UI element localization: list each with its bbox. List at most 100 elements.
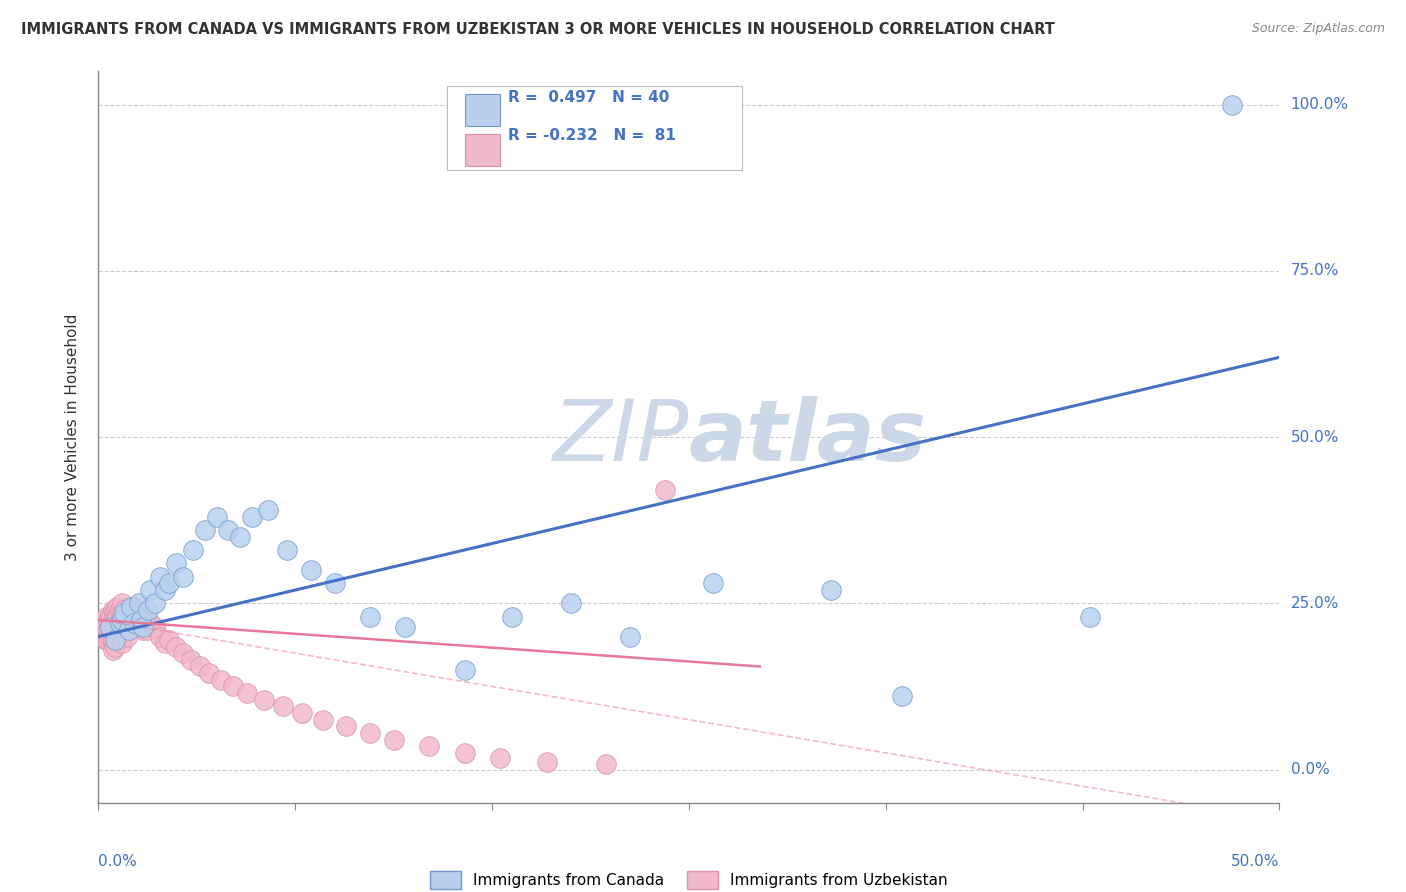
Point — [118, 623, 141, 637]
Point — [253, 692, 276, 706]
Point — [101, 613, 124, 627]
Point — [118, 619, 141, 633]
Point — [101, 643, 124, 657]
Point — [149, 630, 172, 644]
Point — [111, 636, 134, 650]
Point — [104, 603, 127, 617]
Point — [136, 603, 159, 617]
Point — [101, 632, 124, 647]
Point — [105, 609, 128, 624]
Point — [394, 619, 416, 633]
Text: 0.0%: 0.0% — [1291, 762, 1329, 777]
Point — [108, 613, 131, 627]
Point — [129, 613, 152, 627]
Point — [94, 632, 117, 647]
Point — [121, 613, 143, 627]
Point — [128, 596, 150, 610]
Point — [108, 616, 131, 631]
Point — [172, 646, 194, 660]
Point — [536, 755, 558, 769]
Point — [222, 680, 245, 694]
Point — [105, 599, 128, 614]
Text: 75.0%: 75.0% — [1291, 263, 1339, 278]
Point — [90, 623, 112, 637]
Point — [240, 509, 263, 524]
Point — [188, 659, 211, 673]
Point — [98, 630, 121, 644]
Point — [702, 576, 724, 591]
Point — [128, 619, 150, 633]
Point — [359, 726, 381, 740]
Point — [312, 713, 335, 727]
Point — [654, 483, 676, 498]
Point — [112, 607, 135, 621]
Point — [98, 619, 121, 633]
Text: ZIP: ZIP — [553, 395, 689, 479]
Point — [101, 603, 124, 617]
Point — [90, 619, 112, 633]
Point — [139, 616, 162, 631]
Text: atlas: atlas — [689, 395, 927, 479]
Point — [118, 609, 141, 624]
Point — [299, 563, 322, 577]
Point — [122, 599, 145, 614]
Point — [111, 616, 134, 631]
Point — [209, 673, 232, 687]
Point — [97, 613, 120, 627]
Point — [501, 609, 523, 624]
Point — [890, 690, 912, 704]
Legend: Immigrants from Canada, Immigrants from Uzbekistan: Immigrants from Canada, Immigrants from … — [425, 865, 953, 892]
Text: Source: ZipAtlas.com: Source: ZipAtlas.com — [1251, 22, 1385, 36]
Point — [619, 630, 641, 644]
Point — [90, 616, 112, 631]
Point — [194, 523, 217, 537]
Point — [104, 630, 127, 644]
Point — [94, 609, 117, 624]
Point — [132, 623, 155, 637]
Point — [229, 530, 252, 544]
Point — [108, 603, 131, 617]
Point — [271, 699, 294, 714]
Point — [98, 609, 121, 624]
Point — [217, 523, 239, 537]
Point — [323, 576, 346, 591]
Point — [257, 503, 280, 517]
Point — [94, 619, 117, 633]
Point — [104, 640, 127, 654]
Point — [382, 732, 405, 747]
Point — [101, 623, 124, 637]
Point — [121, 599, 143, 614]
Point — [198, 666, 221, 681]
Point — [91, 630, 114, 644]
Text: R = -0.232   N =  81: R = -0.232 N = 81 — [509, 128, 676, 143]
Text: R =  0.497   N = 40: R = 0.497 N = 40 — [509, 90, 669, 105]
Point — [139, 582, 162, 597]
Text: 100.0%: 100.0% — [1291, 97, 1348, 112]
Point — [122, 616, 145, 631]
Text: 50.0%: 50.0% — [1291, 430, 1339, 444]
Point — [115, 619, 138, 633]
Point — [112, 613, 135, 627]
Point — [157, 576, 180, 591]
Point — [105, 619, 128, 633]
Y-axis label: 3 or more Vehicles in Household: 3 or more Vehicles in Household — [65, 313, 80, 561]
Point — [236, 686, 259, 700]
Point — [453, 746, 475, 760]
Point — [172, 570, 194, 584]
Point — [91, 619, 114, 633]
Point — [205, 509, 228, 524]
Point — [276, 543, 298, 558]
Point — [453, 663, 475, 677]
Point — [153, 582, 176, 597]
Point — [489, 750, 512, 764]
Point — [94, 626, 117, 640]
Point — [111, 596, 134, 610]
Point — [132, 619, 155, 633]
Point — [111, 626, 134, 640]
Point — [335, 719, 357, 733]
Point — [165, 640, 187, 654]
Point — [97, 623, 120, 637]
Point — [153, 636, 176, 650]
Point — [418, 739, 440, 754]
Point — [122, 616, 145, 631]
